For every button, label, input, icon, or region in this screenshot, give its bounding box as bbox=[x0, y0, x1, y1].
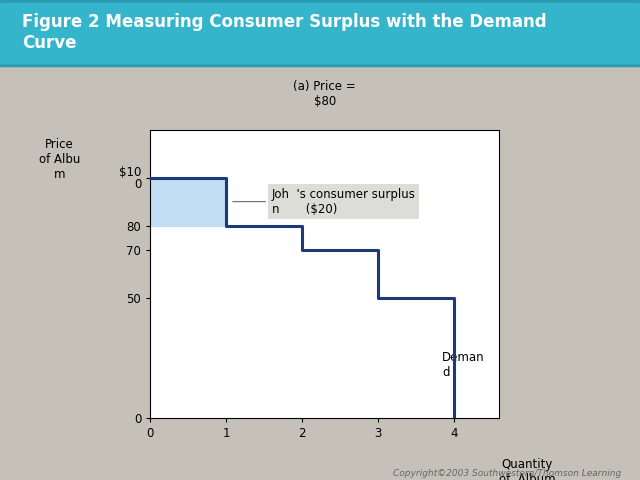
Text: Copyright©2003 Southwestern/Thomson Learning: Copyright©2003 Southwestern/Thomson Lear… bbox=[392, 468, 621, 478]
Text: Joh  's consumer surplus
n       ($20): Joh 's consumer surplus n ($20) bbox=[233, 188, 415, 216]
Text: Price
of Albu
m: Price of Albu m bbox=[39, 138, 80, 181]
Polygon shape bbox=[150, 178, 226, 226]
Text: Quantity
of  Album
s: Quantity of Album s bbox=[499, 458, 556, 480]
FancyBboxPatch shape bbox=[0, 1, 640, 66]
Text: Figure 2 Measuring Consumer Surplus with the Demand
Curve: Figure 2 Measuring Consumer Surplus with… bbox=[22, 13, 547, 52]
Text: Deman
d: Deman d bbox=[442, 351, 485, 379]
Text: (a) Price =
$80: (a) Price = $80 bbox=[294, 80, 356, 108]
